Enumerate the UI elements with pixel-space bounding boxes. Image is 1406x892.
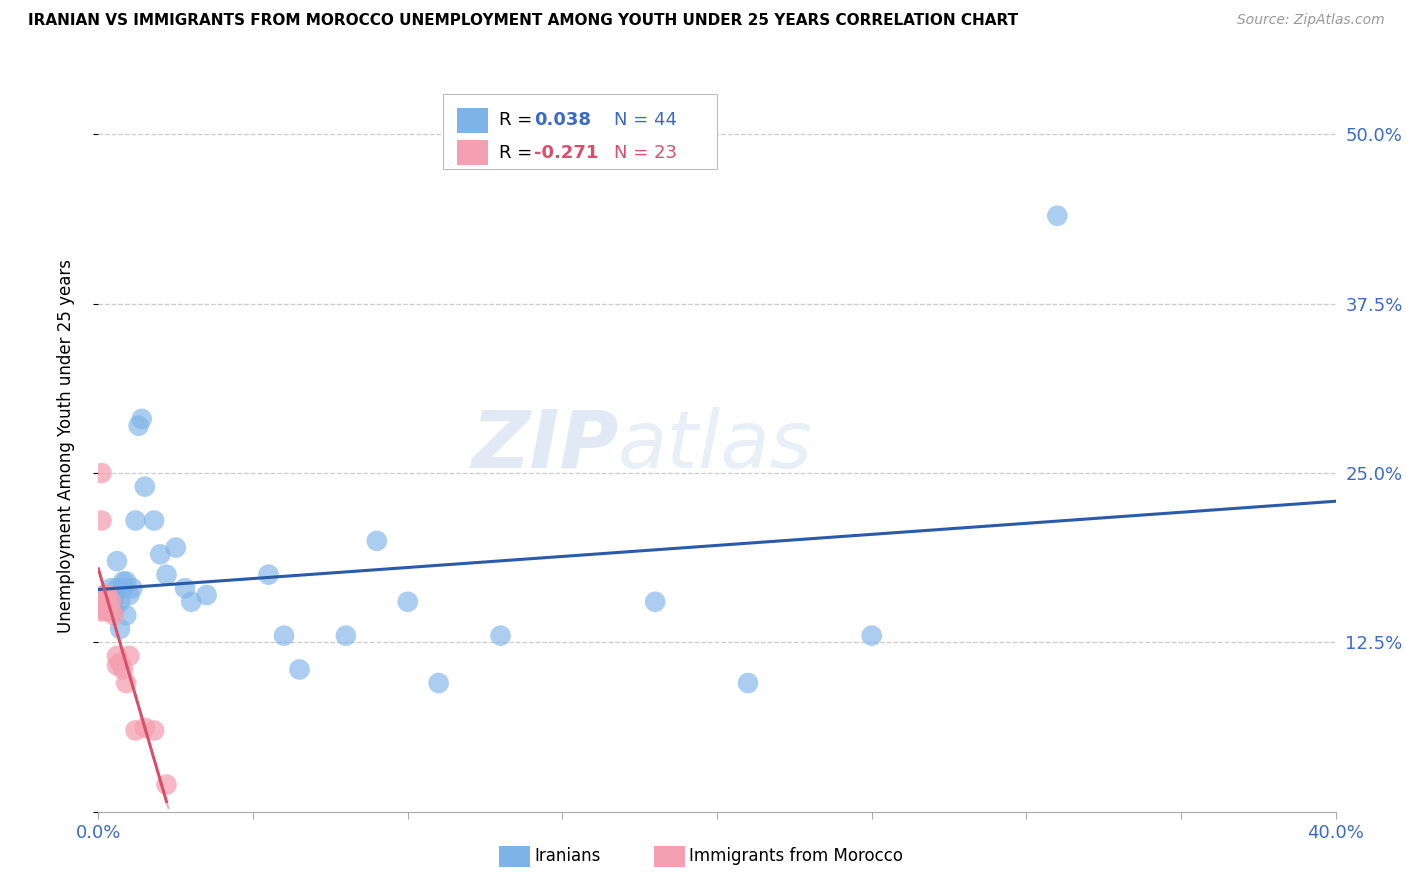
Point — [257, 567, 280, 582]
Point — [124, 723, 146, 738]
Point — [737, 676, 759, 690]
Point — [105, 648, 128, 663]
Point — [128, 418, 150, 433]
Point — [115, 574, 138, 589]
Text: Source: ZipAtlas.com: Source: ZipAtlas.com — [1237, 13, 1385, 28]
Text: N = 44: N = 44 — [614, 112, 678, 129]
Point — [100, 581, 122, 595]
Point — [103, 591, 125, 605]
Text: -0.271: -0.271 — [534, 144, 599, 161]
Point — [195, 588, 218, 602]
Point — [103, 604, 125, 618]
Text: ZIP: ZIP — [471, 407, 619, 485]
Point — [97, 604, 120, 618]
Point — [93, 595, 115, 609]
Point — [131, 412, 153, 426]
Point — [115, 676, 138, 690]
Text: Iranians: Iranians — [534, 847, 600, 865]
Point — [143, 723, 166, 738]
Point — [103, 588, 125, 602]
Text: Immigrants from Morocco: Immigrants from Morocco — [689, 847, 903, 865]
Point — [288, 663, 311, 677]
Text: R =: R = — [499, 112, 538, 129]
Point — [90, 595, 112, 609]
Point — [366, 533, 388, 548]
Point — [93, 588, 115, 602]
Point — [112, 581, 135, 595]
Point — [155, 567, 177, 582]
Point — [1046, 209, 1069, 223]
Point — [427, 676, 450, 690]
Point — [97, 588, 120, 602]
Point — [644, 595, 666, 609]
Y-axis label: Unemployment Among Youth under 25 years: Unemployment Among Youth under 25 years — [56, 259, 75, 633]
Point — [100, 604, 122, 618]
Point — [112, 574, 135, 589]
Point — [115, 608, 138, 623]
Point — [89, 595, 111, 609]
Point — [134, 721, 156, 735]
Point — [108, 622, 131, 636]
Point — [108, 595, 131, 609]
Text: N = 23: N = 23 — [614, 144, 678, 161]
Point — [97, 599, 120, 613]
Point — [118, 588, 141, 602]
Point — [97, 595, 120, 609]
Point — [124, 514, 146, 528]
Point — [149, 547, 172, 561]
Point — [174, 581, 197, 595]
Text: R =: R = — [499, 144, 538, 161]
Point — [105, 554, 128, 568]
Point — [165, 541, 187, 555]
Point — [180, 595, 202, 609]
Point — [105, 658, 128, 673]
Point — [97, 595, 120, 609]
Point — [100, 595, 122, 609]
Point — [143, 514, 166, 528]
Point — [93, 601, 115, 615]
Point — [93, 604, 115, 618]
Point — [396, 595, 419, 609]
Point — [90, 604, 112, 618]
Point — [108, 656, 131, 670]
Point — [118, 648, 141, 663]
Point — [860, 629, 883, 643]
Point — [273, 629, 295, 643]
Point — [105, 581, 128, 595]
Point — [90, 466, 112, 480]
Point — [489, 629, 512, 643]
Point — [103, 599, 125, 613]
Point — [121, 581, 143, 595]
Text: atlas: atlas — [619, 407, 813, 485]
Point — [155, 778, 177, 792]
Point — [103, 608, 125, 623]
Text: 0.038: 0.038 — [534, 112, 592, 129]
Point — [100, 601, 122, 615]
Point — [93, 588, 115, 602]
Point — [335, 629, 357, 643]
Point — [134, 480, 156, 494]
Point — [90, 514, 112, 528]
Point — [112, 663, 135, 677]
Text: IRANIAN VS IMMIGRANTS FROM MOROCCO UNEMPLOYMENT AMONG YOUTH UNDER 25 YEARS CORRE: IRANIAN VS IMMIGRANTS FROM MOROCCO UNEMP… — [28, 13, 1018, 29]
